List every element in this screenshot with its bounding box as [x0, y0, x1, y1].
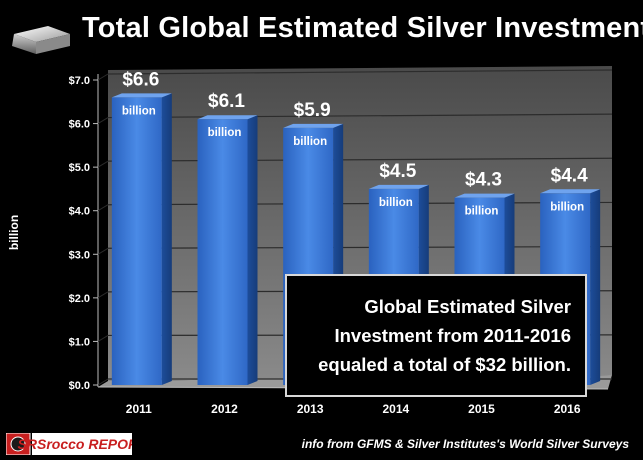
- gridline: [107, 201, 613, 206]
- bar-top-2014: [368, 184, 429, 189]
- source-footnote: info from GFMS & Silver Institutes's Wor…: [301, 437, 629, 451]
- y-tick-label: $2.0: [69, 293, 90, 305]
- gridline-connector: [97, 291, 109, 299]
- gridline-connector: [97, 204, 109, 212]
- bar-top-2012: [197, 115, 258, 120]
- bar-top-2013: [283, 123, 344, 128]
- srsrocco-report-logo: SRSrocco REPORT: [6, 433, 132, 455]
- bar-top-2011: [111, 93, 172, 98]
- gridline: [107, 157, 613, 162]
- bar-2011: [111, 97, 162, 385]
- bar-side-2016: [590, 189, 601, 385]
- data-label-unit: billion: [208, 127, 242, 139]
- gridline: [107, 113, 613, 119]
- gridline: [107, 245, 613, 249]
- data-label-unit: billion: [122, 105, 156, 117]
- bar-2012: [197, 119, 248, 385]
- y-tick-label: $4.0: [69, 206, 90, 218]
- data-label-unit: billion: [379, 197, 413, 209]
- x-tick-label: 2015: [468, 402, 495, 416]
- data-label-unit: billion: [550, 201, 584, 213]
- bar-top-2016: [540, 189, 601, 194]
- y-tick-label: $5.0: [69, 162, 90, 174]
- x-tick-label: 2011: [126, 402, 152, 416]
- y-tick-label: $0.0: [69, 380, 90, 392]
- y-axis-title: billion: [7, 215, 21, 250]
- data-label-value: $5.9: [294, 100, 331, 121]
- x-tick-label: 2016: [554, 402, 581, 416]
- gridline-connector: [97, 73, 109, 81]
- bar-side-2011: [161, 93, 172, 385]
- silver-bar-icon: [12, 26, 70, 54]
- data-label-value: $4.5: [379, 161, 416, 182]
- x-tick-label: 2012: [211, 402, 238, 416]
- data-label-value: $6.6: [122, 69, 159, 90]
- data-label-unit: billion: [293, 136, 327, 148]
- y-tick-label: $6.0: [69, 119, 90, 131]
- chart-title: Total Global Estimated Silver Investment: [82, 12, 643, 44]
- data-label-value: $4.4: [551, 165, 588, 186]
- gridline-connector: [97, 160, 109, 168]
- y-tick-label: $7.0: [69, 75, 90, 87]
- bar-side-2012: [247, 115, 258, 385]
- data-label-unit: billion: [465, 206, 499, 218]
- summary-note-text: Global Estimated Silver Investment from …: [318, 296, 571, 375]
- y-tick-label: $3.0: [69, 249, 90, 261]
- data-label-value: $4.3: [465, 170, 502, 191]
- gridline-connector: [97, 117, 109, 125]
- summary-note-box: Global Estimated Silver Investment from …: [285, 274, 587, 397]
- gridline-connector: [97, 378, 109, 386]
- gridline-connector: [97, 247, 109, 255]
- svg-text:SRSrocco REPORT: SRSrocco REPORT: [18, 436, 132, 452]
- x-tick-label: 2013: [297, 402, 324, 416]
- gridline-connector: [97, 334, 109, 342]
- gridline: [107, 69, 613, 75]
- y-tick-label: $1.0: [69, 336, 90, 348]
- data-label-value: $6.1: [208, 91, 245, 112]
- bar-top-2015: [454, 193, 515, 198]
- x-tick-label: 2014: [382, 402, 409, 416]
